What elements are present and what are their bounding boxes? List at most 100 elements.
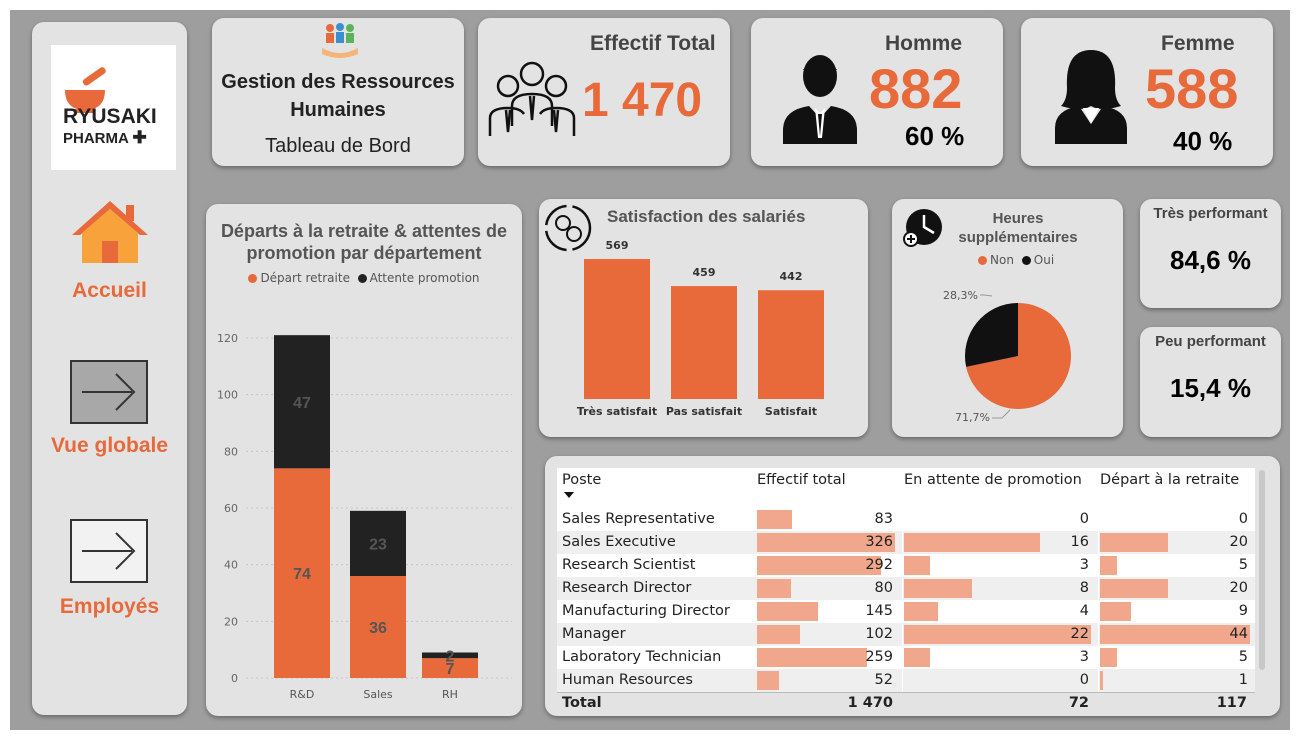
cell-effectif: 259 [865,649,893,665]
pie-slice-oui [965,303,1018,367]
data-bar-attente [904,579,972,598]
y-tick-label: 0 [231,672,238,685]
cell-effectif: 102 [865,626,893,642]
man-icon [783,55,857,144]
y-tick-label: 100 [217,389,238,402]
kpi-tres-perf-card: Très performant 84,6 % [1140,199,1281,308]
total-label: Total [562,695,602,711]
col-effectif[interactable]: Effectif total [757,472,846,488]
clock-plus-icon [903,209,942,247]
cell-attente: 3 [1079,649,1089,665]
table-row[interactable]: Laboratory Technician 259 3 5 [557,646,1255,669]
data-bar-effectif [757,671,779,690]
nav-home[interactable]: Accueil [32,197,187,302]
legend-dot-oui [1021,256,1031,265]
col-poste[interactable]: Poste [562,472,602,488]
data-bar-depart [1100,648,1118,667]
cell-attente: 3 [1079,557,1089,573]
data-bar-attente [904,533,1040,552]
data-bar-depart [1100,579,1169,598]
bar-data-label: 47 [293,395,311,412]
pie-leader-line [992,409,1011,419]
cell-poste: Research Director [562,580,692,596]
cell-poste: Sales Representative [562,511,715,527]
overtime-legend: Non Oui [978,253,1054,267]
satisfaction-bar-chart: 569 Très satisfait 459 Pas satisfait 442 Sati… [577,239,824,418]
cell-attente: 0 [1079,511,1089,527]
data-bar-depart [1100,602,1131,621]
satisfaction-value-label: 569 [606,239,629,252]
y-tick-label: 80 [224,445,238,458]
cell-effectif: 326 [865,534,893,550]
table-row[interactable]: Human Resources 52 0 1 [557,669,1255,692]
cell-effectif: 80 [874,580,893,596]
kpi-femme-card: Femme 588 40 % [1021,18,1273,166]
table-row[interactable]: Manufacturing Director 145 4 9 [557,600,1255,623]
table-row[interactable]: Research Scientist 292 3 5 [557,554,1255,577]
data-bar-attente [904,602,938,621]
cell-attente: 0 [1079,672,1089,688]
cell-depart: 44 [1229,626,1248,642]
table-row[interactable]: Sales Representative 83 0 0 [557,508,1255,531]
legend-depart: Départ retraite [260,271,350,285]
bar-segment-depart [274,468,330,678]
total-effectif: 1 470 [847,695,893,711]
x-tick-label: Sales [363,688,393,701]
cell-attente: 4 [1079,603,1089,619]
satisfaction-category-label: Pas satisfait [666,405,742,418]
cell-depart: 0 [1238,511,1248,527]
cell-attente: 16 [1070,534,1089,550]
nav-overview[interactable]: Vue globale [32,360,187,470]
x-tick-label: RH [442,688,458,701]
table-total-row: Total 1 470 72 117 [557,692,1255,714]
satisfaction-category-label: Satisfait [765,405,817,418]
satisfaction-value-label: 459 [693,266,716,279]
table-row[interactable]: Sales Executive 326 16 20 [557,531,1255,554]
table-scrollbar[interactable] [1259,470,1265,670]
sort-desc-icon[interactable] [564,492,574,498]
cell-poste: Human Resources [562,672,693,688]
kpi-peu-perf-value: 15,4 % [1170,373,1251,403]
cell-attente: 22 [1070,626,1089,642]
nav-employees[interactable]: Employés [32,519,187,629]
table-card: Poste Effectif total En attente de promo… [545,456,1280,716]
y-tick-label: 40 [224,559,238,572]
cell-effectif: 83 [874,511,893,527]
column-divider [1098,508,1099,692]
data-bar-effectif [757,602,819,621]
dashboard-canvas: RYUSAKI PHARMA ✚ Accueil Vue globale Emp… [10,10,1290,730]
satisfaction-bar [758,290,824,399]
bar-data-label: 74 [293,566,311,583]
table-row[interactable]: Manager 102 22 44 [557,623,1255,646]
data-bar-effectif [757,533,895,552]
cell-depart: 20 [1229,534,1248,550]
col-depart[interactable]: Départ à la retraite [1100,472,1240,488]
cell-depart: 1 [1238,672,1248,688]
y-tick-label: 60 [224,502,238,515]
page-title: Gestion des Ressources Humaines [221,71,455,121]
cell-poste: Laboratory Technician [562,649,722,665]
data-bar-depart [1100,625,1250,644]
table-row[interactable]: Research Director 80 8 20 [557,577,1255,600]
people-hand-icon [322,23,358,58]
kpi-peu-perf-title: Peu performant [1155,333,1266,350]
satisfaction-title: Satisfaction des salariés [607,207,806,226]
cell-attente: 8 [1079,580,1089,596]
kpi-femme-value: 588 [1145,57,1239,120]
data-bar-effectif [757,648,867,667]
kpi-homme-pct: 60 % [905,121,965,151]
total-attente: 72 [1068,695,1089,711]
satisfaction-category-label: Très satisfait [577,405,657,418]
cell-effectif: 292 [865,557,893,573]
legend-dot-depart [248,274,258,283]
data-bar-effectif [757,556,881,575]
legend-attente: Attente promotion [369,271,480,285]
data-bar-depart [1100,556,1118,575]
bar-data-label: 36 [369,620,387,637]
cell-poste: Manufacturing Director [562,603,730,619]
arrow-right-icon [70,360,148,424]
data-bar-attente [904,648,930,667]
column-divider [902,508,903,692]
kpi-total-card: Effectif Total 1 470 [478,18,730,166]
col-attente[interactable]: En attente de promotion [904,472,1082,488]
